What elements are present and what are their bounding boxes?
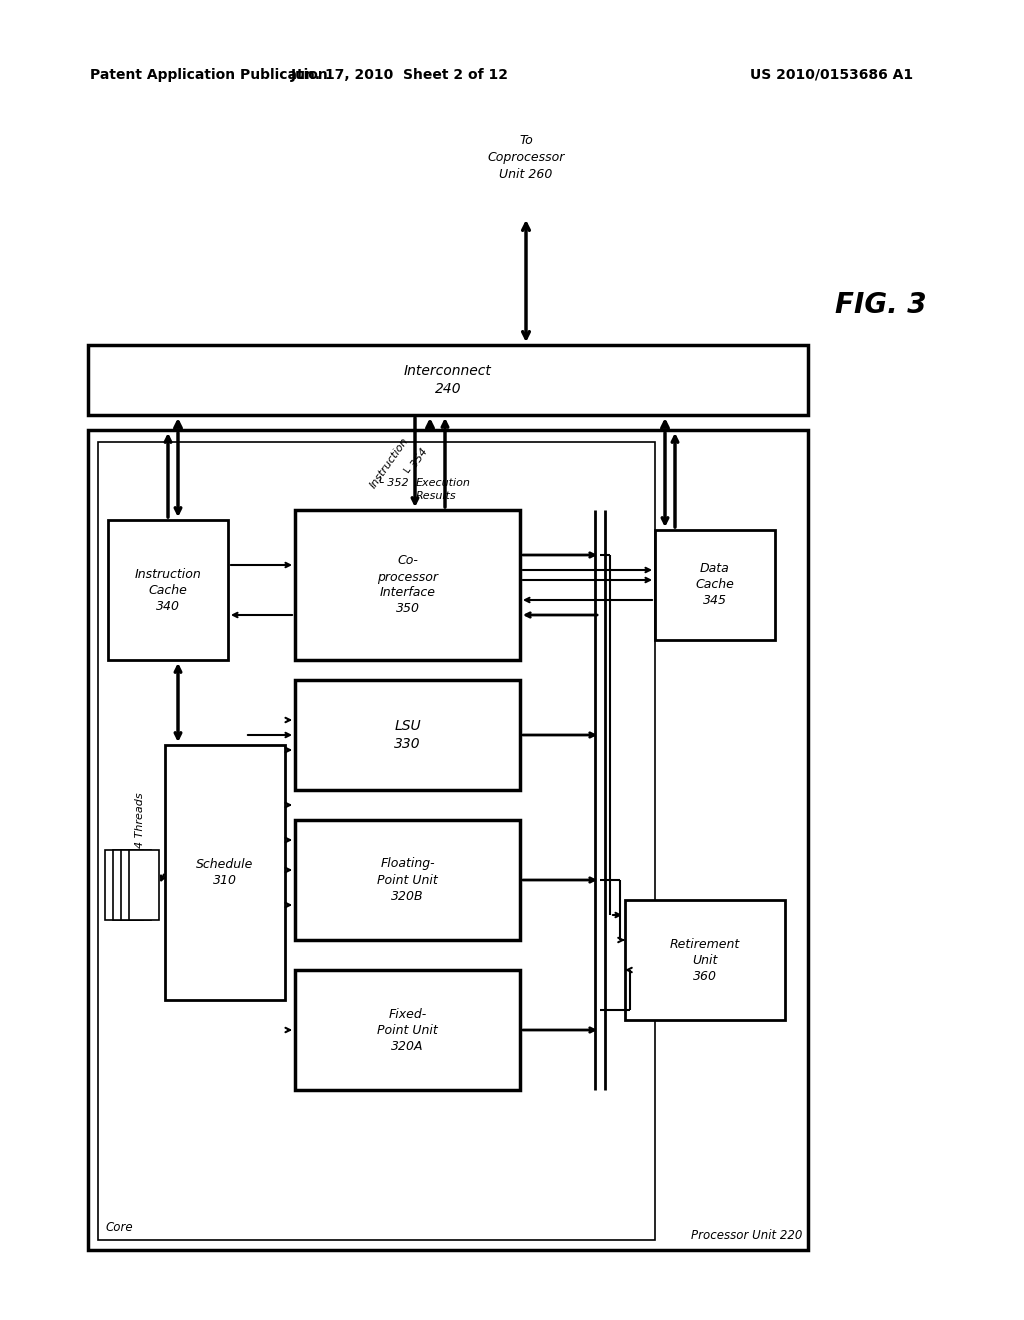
- Text: 4 Threads: 4 Threads: [135, 792, 145, 847]
- Bar: [105, 850, 135, 920]
- Text: Retirement
Unit
360: Retirement Unit 360: [670, 937, 740, 982]
- Text: Floating-
Point Unit
320B: Floating- Point Unit 320B: [377, 858, 438, 903]
- Text: └ 352: └ 352: [377, 478, 409, 488]
- Text: LSU
330: LSU 330: [394, 719, 421, 751]
- Text: Results: Results: [416, 491, 457, 502]
- Text: Schedule
310: Schedule 310: [197, 858, 254, 887]
- Bar: [295, 680, 520, 789]
- Text: Execution: Execution: [416, 478, 471, 488]
- Text: Instruction: Instruction: [368, 436, 411, 490]
- Bar: [625, 900, 785, 1020]
- Text: Instruction
Cache
340: Instruction Cache 340: [134, 568, 202, 612]
- Text: Core: Core: [106, 1221, 133, 1234]
- Bar: [295, 970, 520, 1090]
- Bar: [129, 850, 159, 920]
- Text: Patent Application Publication: Patent Application Publication: [90, 69, 328, 82]
- Text: └ 354: └ 354: [403, 446, 429, 478]
- Bar: [121, 850, 151, 920]
- Bar: [165, 744, 285, 1001]
- Bar: [88, 430, 808, 1250]
- Bar: [295, 510, 520, 660]
- Text: FIG. 3: FIG. 3: [835, 290, 927, 319]
- Text: Jun. 17, 2010  Sheet 2 of 12: Jun. 17, 2010 Sheet 2 of 12: [291, 69, 509, 82]
- Text: Interconnect
240: Interconnect 240: [404, 364, 492, 396]
- Bar: [98, 442, 655, 1239]
- Bar: [655, 531, 775, 640]
- Text: Processor Unit 220: Processor Unit 220: [690, 1229, 802, 1242]
- Text: US 2010/0153686 A1: US 2010/0153686 A1: [750, 69, 913, 82]
- Bar: [113, 850, 143, 920]
- Text: Co-
processor
Interface
350: Co- processor Interface 350: [377, 554, 438, 615]
- Text: To
Coprocessor
Unit 260: To Coprocessor Unit 260: [487, 135, 564, 181]
- Text: Data
Cache
345: Data Cache 345: [695, 562, 734, 607]
- Text: Fixed-
Point Unit
320A: Fixed- Point Unit 320A: [377, 1007, 438, 1052]
- Bar: [108, 520, 228, 660]
- Bar: [88, 345, 808, 414]
- Bar: [295, 820, 520, 940]
